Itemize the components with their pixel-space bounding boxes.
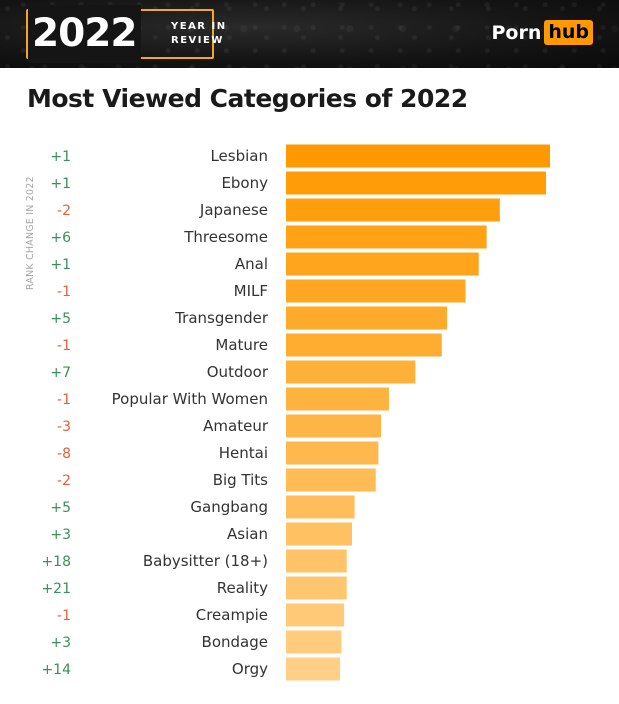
rank-change-value: -2 xyxy=(57,203,71,219)
rank-change-value: +1 xyxy=(50,176,71,192)
bar-bondage xyxy=(286,630,342,654)
category-label: Transgender xyxy=(174,309,269,327)
rank-change-value: -1 xyxy=(57,608,71,624)
category-label: Orgy xyxy=(232,660,268,678)
rank-change-value: +7 xyxy=(50,365,71,381)
category-label: Asian xyxy=(227,525,268,543)
category-label: Reality xyxy=(217,579,268,597)
rank-change-value: -2 xyxy=(57,473,71,489)
bar-hentai xyxy=(286,441,379,465)
rank-change-value: +5 xyxy=(50,500,71,516)
year-number: 2022 xyxy=(28,5,141,63)
bar-mature xyxy=(286,333,442,357)
logo-text-part2: hub xyxy=(544,20,593,45)
bar-lesbian xyxy=(286,144,550,168)
rank-change-value: -1 xyxy=(57,284,71,300)
logo-text-part1: Porn xyxy=(491,21,542,44)
rank-change-value: +21 xyxy=(41,581,71,597)
rank-change-value: +3 xyxy=(50,635,71,651)
category-label: Bondage xyxy=(202,633,268,651)
category-label: Popular With Women xyxy=(112,390,268,408)
rank-change-value: +1 xyxy=(50,149,71,165)
year-in-review-label: YEAR IN REVIEW xyxy=(171,20,231,48)
year-sub-line1: YEAR IN xyxy=(171,21,227,32)
category-label: Anal xyxy=(235,255,268,273)
rank-change-value: -8 xyxy=(57,446,71,462)
category-label: Gangbang xyxy=(190,498,268,516)
bar-milf xyxy=(286,279,466,303)
category-label: Amateur xyxy=(203,417,269,435)
chart-title: Most Viewed Categories of 2022 xyxy=(27,84,468,113)
category-label: Hentai xyxy=(219,444,268,462)
year-sub-line2: REVIEW xyxy=(171,35,224,46)
rank-change-value: +3 xyxy=(50,527,71,543)
year-in-review-badge: 2022 YEAR IN REVIEW xyxy=(26,5,225,63)
category-label: Outdoor xyxy=(207,363,269,381)
category-label: Threesome xyxy=(183,228,268,246)
rank-change-value: +14 xyxy=(41,662,71,678)
rank-change-value: +18 xyxy=(41,554,71,570)
rank-change-value: -1 xyxy=(57,392,71,408)
bar-creampie xyxy=(286,603,345,627)
bar-gangbang xyxy=(286,495,355,519)
bar-orgy xyxy=(286,657,341,681)
bar-anal xyxy=(286,252,479,276)
bar-ebony xyxy=(286,171,547,195)
bar-amateur xyxy=(286,414,382,438)
bar-big-tits xyxy=(286,468,376,492)
category-label: Creampie xyxy=(196,606,268,624)
header-banner: 2022 YEAR IN REVIEW Porn hub xyxy=(0,0,619,68)
rank-change-value: +6 xyxy=(50,230,71,246)
rank-change-value: -1 xyxy=(57,338,71,354)
category-label: MILF xyxy=(234,282,268,300)
bar-babysitter-18 xyxy=(286,549,347,573)
category-label: Big Tits xyxy=(213,471,268,489)
category-label: Babysitter (18+) xyxy=(143,552,268,570)
bar-reality xyxy=(286,576,347,600)
bar-asian xyxy=(286,522,352,546)
category-label: Ebony xyxy=(221,174,268,192)
rank-change-value: +5 xyxy=(50,311,71,327)
brand-logo: Porn hub xyxy=(491,20,593,45)
rank-change-value: -3 xyxy=(57,419,71,435)
category-label: Lesbian xyxy=(210,147,268,165)
bar-transgender xyxy=(286,306,448,330)
category-label: Mature xyxy=(215,336,268,354)
bar-outdoor xyxy=(286,360,416,384)
category-label: Japanese xyxy=(199,201,268,219)
bar-popular-with-women xyxy=(286,387,389,411)
rank-change-value: +1 xyxy=(50,257,71,273)
bar-threesome xyxy=(286,225,487,249)
bar-japanese xyxy=(286,198,500,222)
